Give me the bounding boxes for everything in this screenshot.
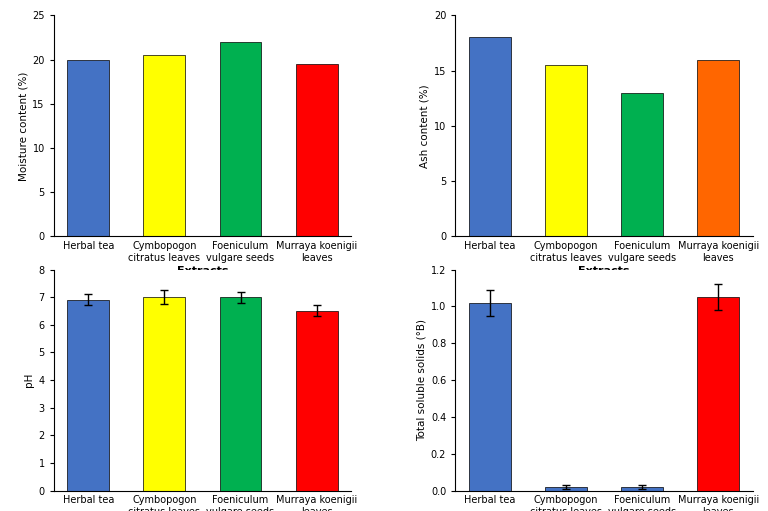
Bar — [621, 487, 663, 491]
Bar — [468, 37, 511, 237]
Bar — [68, 300, 109, 491]
Bar — [144, 297, 185, 491]
Y-axis label: Total soluble solids (°B): Total soluble solids (°B) — [417, 319, 427, 441]
Bar — [697, 297, 739, 491]
Bar — [220, 297, 261, 491]
Legend: Herbal tea, Cymbopogon citratus leaves, Foeniculum vulgare seeds, Murraya koenig: Herbal tea, Cymbopogon citratus leaves, … — [83, 342, 322, 369]
Bar — [296, 311, 338, 491]
Bar — [220, 42, 261, 237]
Bar — [468, 303, 511, 491]
Bar — [68, 60, 109, 237]
Bar — [545, 65, 587, 237]
Legend: Herbal tea, Cymbopogon citratus leaves, Foeniculum vulgare seeds, Murraya koenig: Herbal tea, Cymbopogon citratus leaves, … — [485, 342, 723, 369]
Text: b: b — [600, 417, 608, 432]
X-axis label: Extracts: Extracts — [578, 266, 630, 275]
Bar — [545, 487, 587, 491]
Y-axis label: pH: pH — [25, 373, 35, 387]
Bar — [296, 64, 338, 237]
Y-axis label: Ash content (%): Ash content (%) — [419, 84, 429, 168]
Bar — [621, 92, 663, 237]
Text: a: a — [198, 417, 207, 432]
Y-axis label: Moisture content (%): Moisture content (%) — [18, 71, 28, 180]
Bar — [697, 60, 739, 237]
Bar — [144, 55, 185, 237]
X-axis label: Extracts: Extracts — [177, 266, 228, 275]
